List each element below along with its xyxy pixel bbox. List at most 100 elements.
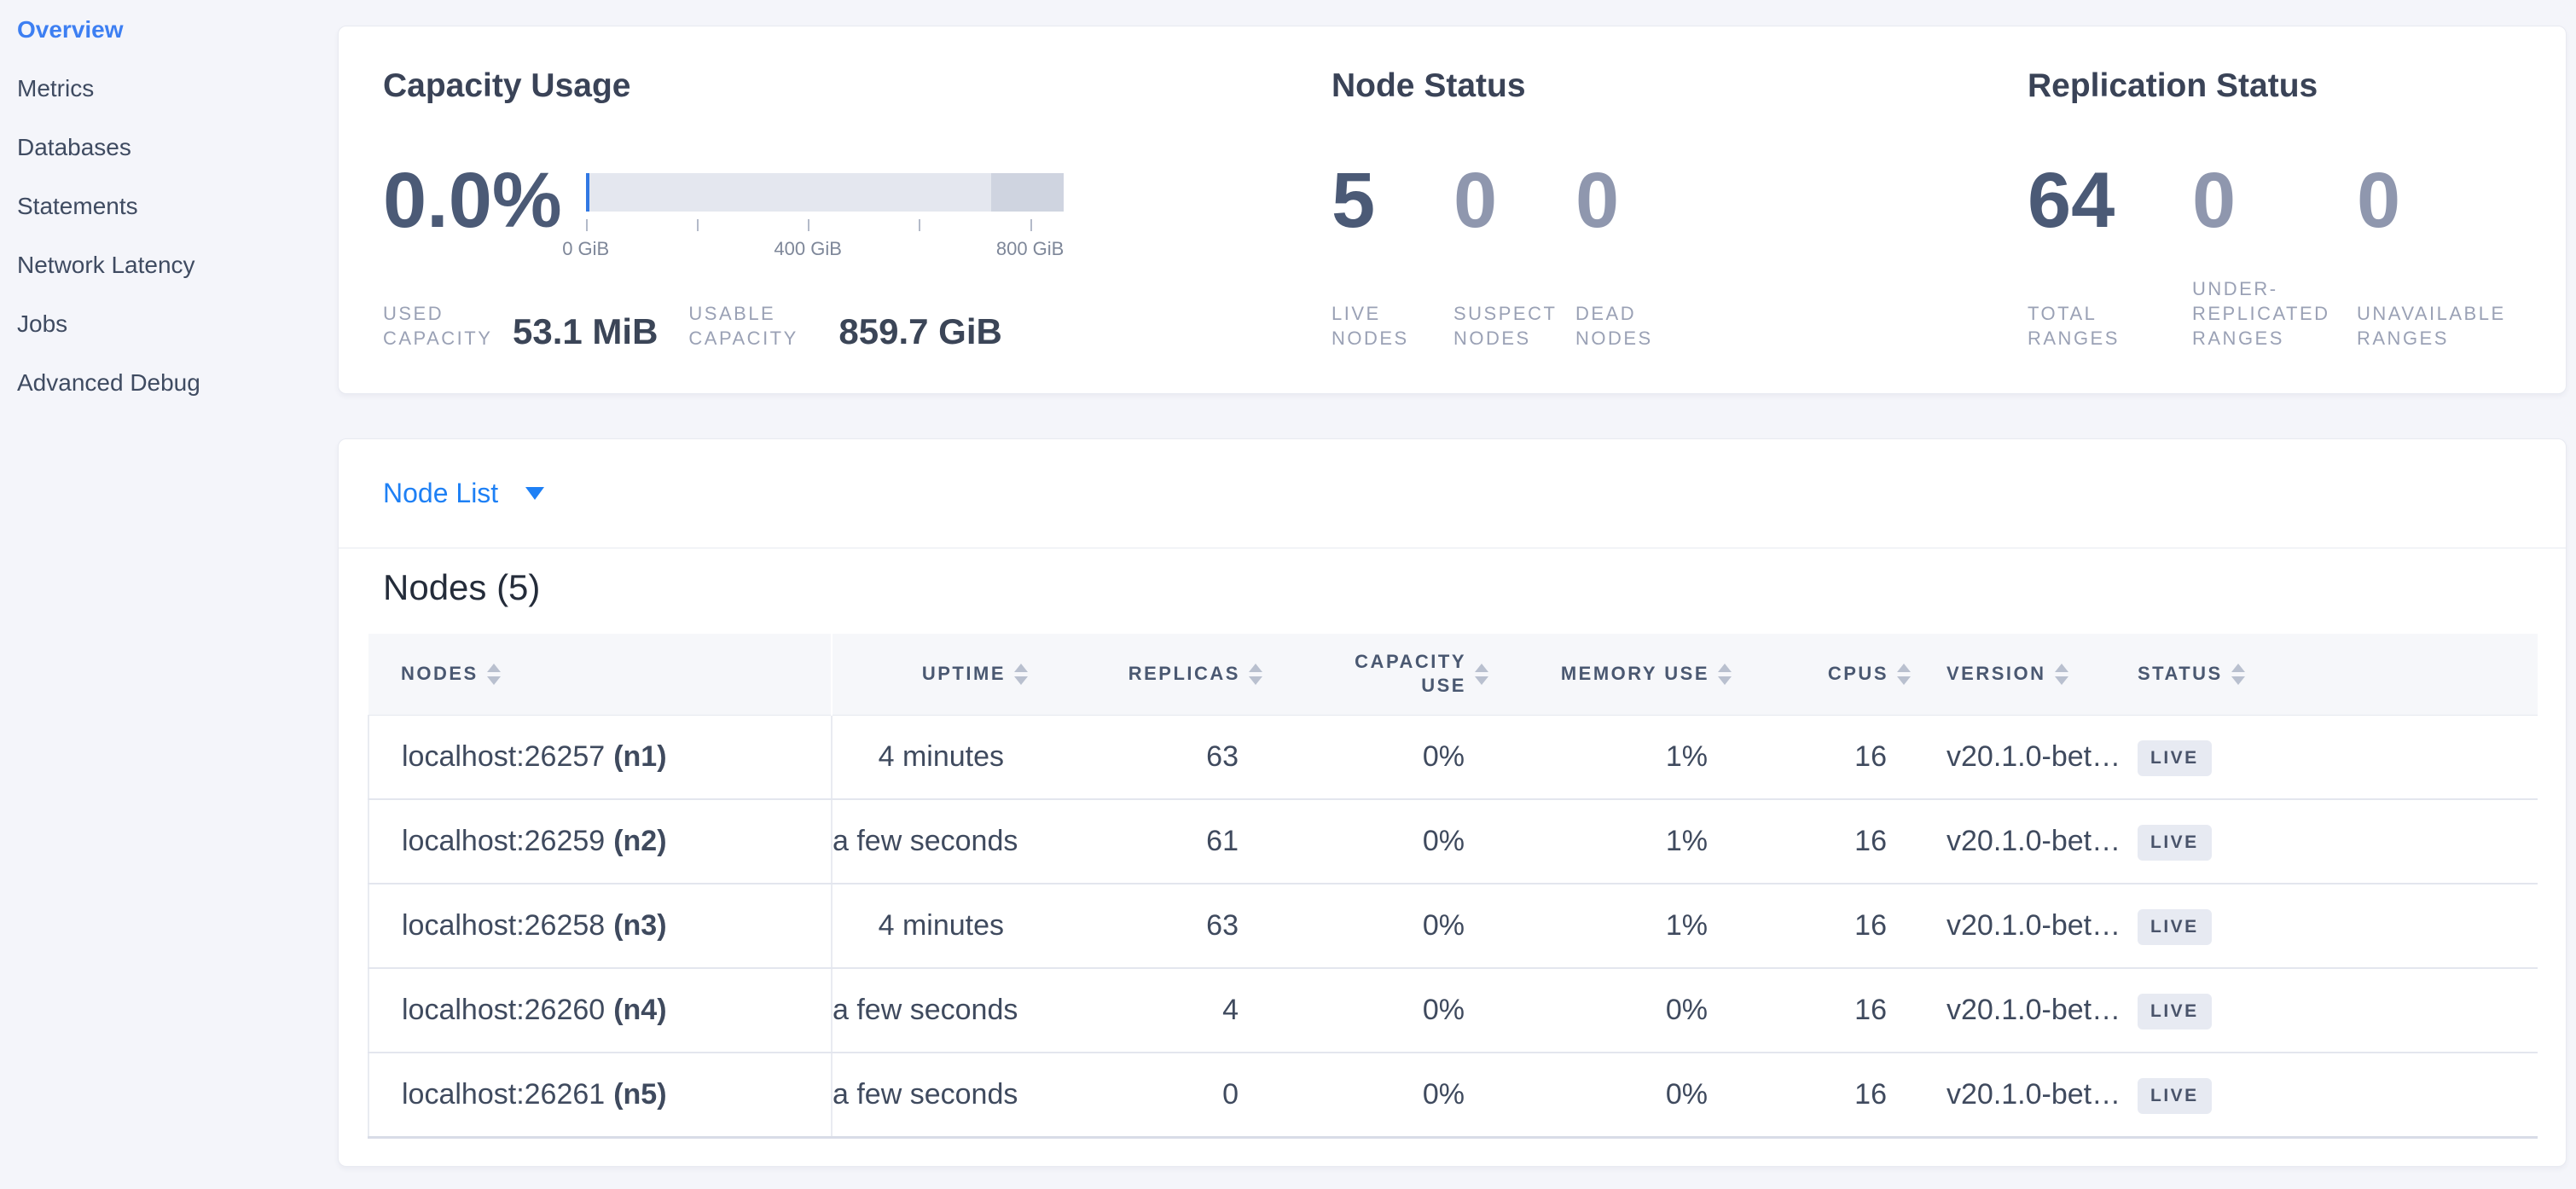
column-header-memory-use[interactable]: MEMORY USE <box>1490 634 1733 716</box>
version-cell: v20.1.0-bet… <box>1912 799 2117 884</box>
sidebar-item-label: Advanced Debug <box>17 368 200 396</box>
node-list-dropdown-row: Node List <box>339 439 2566 548</box>
cpus-cell: 16 <box>1733 884 1912 969</box>
sidebar-item-overview[interactable]: Overview <box>0 0 328 59</box>
replicas-cell: 63 <box>1030 715 1264 800</box>
sidebar-item-network-latency[interactable]: Network Latency <box>0 235 328 294</box>
live-nodes-label: LIVE NODES <box>1332 303 1409 349</box>
sidebar-item-databases[interactable]: Databases <box>0 118 328 177</box>
sort-icon <box>486 663 501 685</box>
axis-tick <box>808 219 810 231</box>
dead-nodes-label: DEAD NODES <box>1575 303 1653 349</box>
suspect-nodes-value: 0 <box>1453 157 1498 244</box>
version-cell: v20.1.0-bet… <box>1912 1053 2117 1139</box>
suspect-nodes-stat: 0 SUSPECT NODES <box>1453 157 1564 351</box>
axis-tick <box>696 219 699 231</box>
sidebar-item-label: Statements <box>17 192 138 219</box>
cluster-summary-card: Capacity Usage 0.0% <box>338 26 2567 394</box>
main-content: Capacity Usage 0.0% <box>328 0 2576 1189</box>
usable-capacity-value: 859.7 GiB <box>838 311 1002 351</box>
column-header-replicas[interactable]: REPLICAS <box>1030 634 1264 716</box>
dead-nodes-value: 0 <box>1575 157 1620 244</box>
used-capacity-stat: USED CAPACITY 53.1 MiB <box>383 301 658 351</box>
node-id: (n5) <box>613 1077 667 1111</box>
axis-tick-label: 0 GiB <box>562 238 610 259</box>
column-header-status[interactable]: STATUS <box>2117 634 2538 716</box>
version-cell: v20.1.0-bet… <box>1912 715 2117 800</box>
table-row: localhost:26260 (n4) a few seconds 4 0% 0… <box>368 968 2538 1053</box>
replicas-cell: 0 <box>1030 1053 1264 1139</box>
column-header-nodes[interactable]: NODES <box>368 634 833 716</box>
replicas-cell: 4 <box>1030 968 1264 1053</box>
memory-use-cell: 1% <box>1490 799 1733 884</box>
cpus-cell: 16 <box>1733 715 1912 800</box>
sidebar-item-metrics[interactable]: Metrics <box>0 59 328 118</box>
table-header-row: NODES UPTIME REPLICAS CAPACITY USE <box>368 634 2538 716</box>
uptime-cell: a few seconds <box>832 799 1030 884</box>
node-list-dropdown[interactable]: Node List <box>383 478 545 509</box>
capacity-usage-title: Capacity Usage <box>383 67 631 104</box>
axis-tick-label: 400 GiB <box>774 238 842 259</box>
node-id: (n2) <box>613 825 667 857</box>
column-header-label: CPUS <box>1827 663 1888 685</box>
node-id: (n1) <box>613 740 667 773</box>
cpus-cell: 16 <box>1733 968 1912 1053</box>
sidebar-item-label: Metrics <box>17 74 95 102</box>
capacity-use-cell: 0% <box>1264 799 1490 884</box>
node-list-dropdown-label: Node List <box>383 478 499 508</box>
node-link[interactable]: localhost:26259 (n2) <box>402 825 667 857</box>
sort-icon <box>1475 663 1488 685</box>
sidebar: Overview Metrics Databases Statements Ne… <box>0 0 328 1189</box>
status-badge: LIVE <box>2138 909 2212 945</box>
status-badge: LIVE <box>2138 825 2212 861</box>
column-header-label: STATUS <box>2138 663 2223 685</box>
capacity-usage-content: 0.0% <box>383 161 1332 351</box>
capacity-bar-reserved-segment <box>990 173 1064 212</box>
node-list-card: Node List Nodes (5) NODES <box>338 438 2567 1167</box>
replicas-cell: 63 <box>1030 884 1264 969</box>
sort-icon <box>1249 663 1262 685</box>
node-link[interactable]: localhost:26261 (n5) <box>402 1078 667 1111</box>
capacity-bar: 0 GiB 400 GiB 800 GiB <box>562 173 1065 262</box>
node-link[interactable]: localhost:26257 (n1) <box>402 740 667 773</box>
sort-icon <box>1014 663 1028 685</box>
column-header-capacity-use[interactable]: CAPACITY USE <box>1264 634 1490 716</box>
replication-status-title: Replication Status <box>2028 67 2318 104</box>
column-header-version[interactable]: VERSION <box>1912 634 2117 716</box>
version-cell: v20.1.0-bet… <box>1912 884 2117 969</box>
capacity-usage-section: Capacity Usage 0.0% <box>383 69 1332 393</box>
capacity-use-cell: 0% <box>1264 1053 1490 1139</box>
column-header-label: CAPACITY USE <box>1355 651 1466 697</box>
node-link[interactable]: localhost:26260 (n4) <box>402 994 667 1026</box>
sidebar-item-jobs[interactable]: Jobs <box>0 294 328 353</box>
used-capacity-value: 53.1 MiB <box>513 311 659 351</box>
capacity-bar-used-segment <box>585 173 589 212</box>
table-row: localhost:26258 (n3) 4 minutes 63 0% 1% 1… <box>368 884 2538 969</box>
sidebar-item-statements[interactable]: Statements <box>0 177 328 235</box>
replication-status-section: Replication Status 64 TOTAL RANGES 0 UND… <box>2028 69 2521 393</box>
total-ranges-value: 64 <box>2028 157 2115 244</box>
node-status-section: Node Status 5 LIVE NODES 0 SUSPECT NODES… <box>1332 69 2028 393</box>
column-header-uptime[interactable]: UPTIME <box>832 634 1030 716</box>
axis-tick <box>1030 219 1032 231</box>
column-header-label: VERSION <box>1947 663 2046 685</box>
column-header-cpus[interactable]: CPUS <box>1733 634 1912 716</box>
node-address: localhost:26260 <box>402 994 606 1026</box>
column-header-label: NODES <box>401 663 479 685</box>
node-link[interactable]: localhost:26258 (n3) <box>402 909 667 942</box>
under-replicated-ranges-value: 0 <box>2192 157 2237 244</box>
sort-icon <box>2231 663 2245 685</box>
status-badge: LIVE <box>2138 740 2212 776</box>
sidebar-item-advanced-debug[interactable]: Advanced Debug <box>0 353 328 412</box>
sidebar-item-label: Jobs <box>17 310 68 337</box>
axis-tick <box>585 219 588 231</box>
memory-use-cell: 1% <box>1490 715 1733 800</box>
cpus-cell: 16 <box>1733 799 1912 884</box>
under-replicated-ranges-stat: 0 UNDER-REPLICATED RANGES <box>2192 157 2328 351</box>
axis-tick-label: 800 GiB <box>995 238 1065 259</box>
capacity-use-cell: 0% <box>1264 715 1490 800</box>
node-address: localhost:26259 <box>402 825 606 857</box>
column-header-label: UPTIME <box>921 663 1006 685</box>
replicas-cell: 61 <box>1030 799 1264 884</box>
